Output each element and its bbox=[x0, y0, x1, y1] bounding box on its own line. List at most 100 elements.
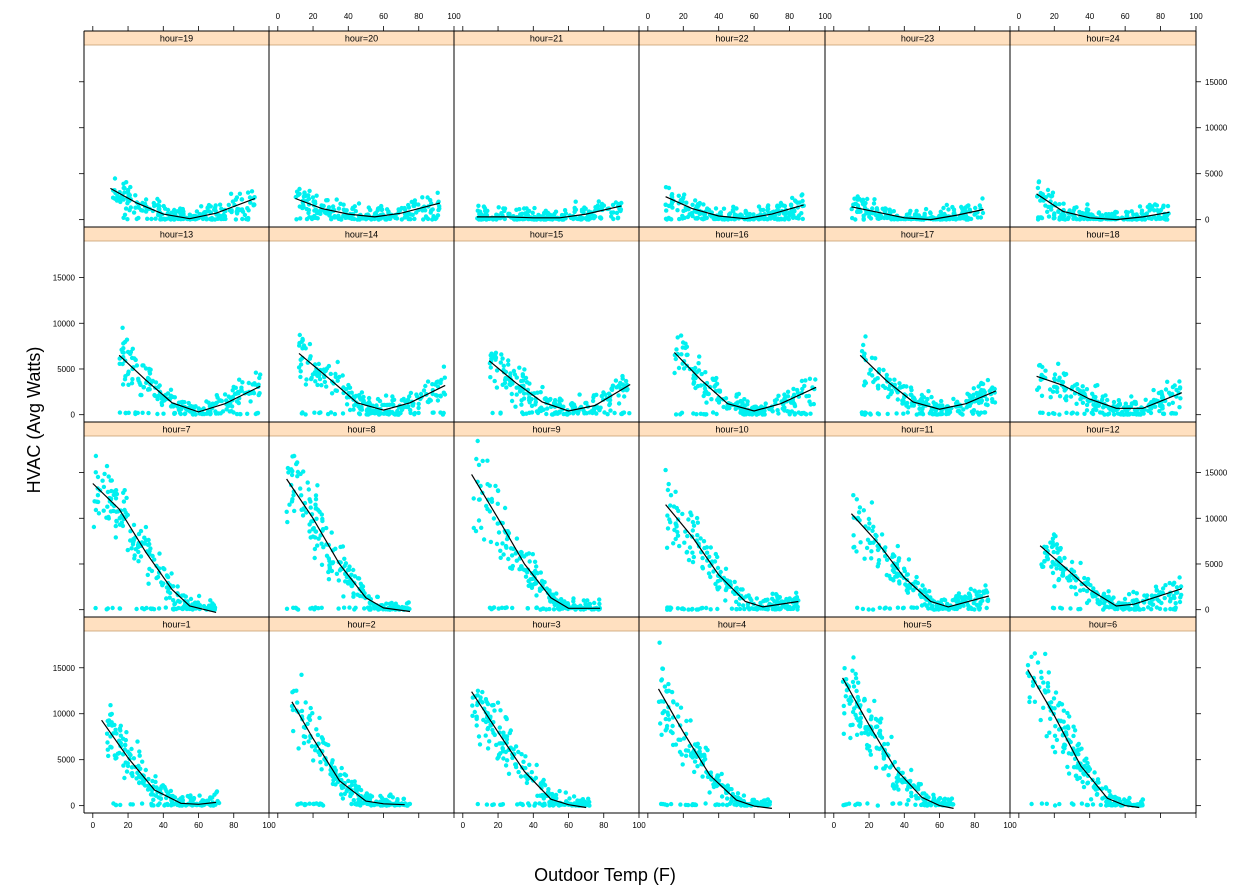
panel-hour-4: hour=4 bbox=[638, 616, 826, 809]
data-point bbox=[527, 395, 532, 400]
data-point bbox=[677, 216, 682, 222]
data-point bbox=[1035, 660, 1041, 665]
data-point bbox=[1095, 791, 1100, 797]
data-point bbox=[741, 793, 747, 798]
data-point bbox=[1082, 763, 1087, 769]
data-point bbox=[343, 773, 349, 778]
data-point bbox=[336, 216, 341, 221]
data-point bbox=[291, 728, 296, 734]
panel-strip-label: hour=1 bbox=[162, 620, 190, 630]
data-point bbox=[873, 724, 879, 730]
data-point bbox=[947, 407, 953, 412]
data-point bbox=[517, 389, 523, 394]
data-point bbox=[496, 205, 501, 210]
data-point bbox=[509, 398, 515, 404]
data-point bbox=[725, 783, 730, 788]
data-point bbox=[312, 555, 317, 561]
data-point bbox=[747, 411, 752, 417]
data-point bbox=[550, 791, 555, 797]
data-point bbox=[425, 379, 431, 384]
data-point bbox=[1040, 410, 1045, 415]
data-point bbox=[1051, 532, 1057, 537]
data-point bbox=[613, 200, 619, 205]
data-point bbox=[156, 393, 161, 399]
data-point bbox=[871, 379, 876, 385]
data-point bbox=[850, 722, 855, 727]
data-point bbox=[1074, 401, 1079, 406]
data-point bbox=[1114, 802, 1120, 807]
data-point bbox=[111, 508, 116, 514]
data-point bbox=[776, 595, 781, 601]
data-point bbox=[1104, 786, 1109, 791]
data-point bbox=[851, 545, 856, 550]
data-point bbox=[110, 195, 116, 200]
data-point bbox=[511, 217, 517, 222]
data-point bbox=[509, 391, 514, 397]
data-point bbox=[660, 801, 666, 807]
data-point bbox=[101, 484, 107, 490]
data-point bbox=[124, 730, 129, 735]
data-point bbox=[708, 607, 713, 612]
panel-hour-5: hour=5 bbox=[824, 616, 1011, 809]
data-point bbox=[1120, 606, 1125, 611]
data-point bbox=[1032, 699, 1038, 704]
data-point bbox=[524, 380, 530, 385]
data-point bbox=[1057, 801, 1062, 807]
data-point bbox=[521, 759, 526, 764]
data-point bbox=[1174, 387, 1179, 393]
data-point bbox=[729, 799, 734, 804]
data-point bbox=[946, 607, 952, 612]
data-point bbox=[377, 411, 383, 416]
data-point bbox=[969, 409, 975, 414]
data-point bbox=[791, 604, 797, 609]
data-point bbox=[984, 605, 989, 611]
data-point bbox=[1088, 583, 1093, 588]
data-point bbox=[1079, 746, 1084, 751]
data-point bbox=[902, 568, 907, 574]
data-point bbox=[170, 394, 175, 400]
data-point bbox=[178, 206, 183, 211]
data-point bbox=[217, 202, 223, 207]
data-point bbox=[358, 787, 364, 793]
data-point bbox=[598, 405, 603, 410]
data-point bbox=[356, 201, 362, 206]
data-point bbox=[710, 410, 716, 415]
data-point bbox=[315, 382, 320, 388]
data-point bbox=[488, 723, 493, 728]
data-point bbox=[528, 582, 533, 587]
data-point bbox=[284, 509, 289, 514]
data-point bbox=[317, 752, 323, 758]
data-point bbox=[251, 203, 256, 208]
data-point bbox=[121, 763, 126, 768]
data-point bbox=[438, 380, 443, 386]
data-point bbox=[675, 208, 680, 213]
data-point bbox=[616, 393, 621, 398]
data-point bbox=[488, 353, 493, 358]
panel-hour-7: hour=7 bbox=[83, 421, 270, 613]
data-point bbox=[1043, 690, 1048, 695]
data-point bbox=[317, 509, 322, 514]
data-point bbox=[106, 516, 112, 521]
data-point bbox=[1054, 389, 1060, 394]
data-point bbox=[850, 668, 855, 673]
data-point bbox=[754, 596, 759, 601]
data-point bbox=[315, 732, 321, 738]
data-point bbox=[555, 801, 560, 807]
data-point bbox=[586, 796, 591, 801]
data-point bbox=[347, 395, 352, 400]
data-point bbox=[685, 533, 690, 539]
data-point bbox=[143, 197, 149, 202]
data-point bbox=[337, 568, 343, 573]
data-point bbox=[111, 801, 116, 806]
data-point bbox=[356, 576, 362, 581]
data-point bbox=[289, 472, 295, 478]
data-point bbox=[854, 497, 859, 502]
data-point bbox=[579, 209, 585, 214]
data-point bbox=[659, 732, 664, 737]
data-point bbox=[853, 671, 858, 677]
data-point bbox=[510, 605, 515, 611]
data-point bbox=[367, 607, 372, 612]
data-point bbox=[357, 395, 363, 401]
data-point bbox=[1050, 744, 1056, 750]
data-point bbox=[1066, 726, 1071, 731]
